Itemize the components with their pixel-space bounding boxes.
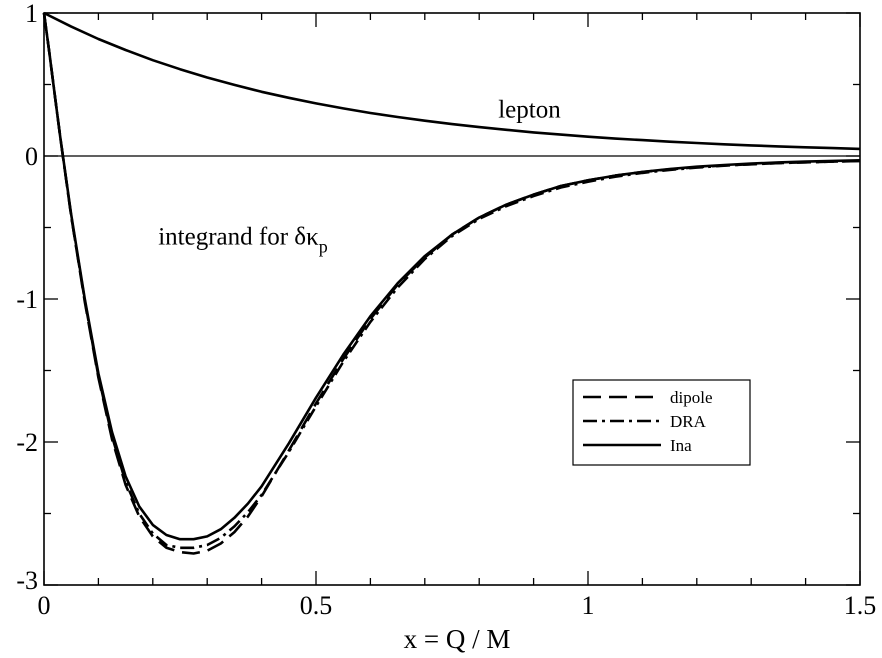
lepton-label: lepton	[498, 96, 561, 123]
legend-items: dipole DRA Ina	[583, 388, 713, 455]
series-line-lepton	[43, 11, 861, 151]
y-tick-label: -1	[16, 285, 38, 314]
y-tick-label: 0	[25, 142, 38, 171]
tick-labels: 0 0.5 1 1.5 1 0 -1 -2 -3	[16, 0, 876, 620]
y-tick-label: 1	[25, 0, 38, 28]
legend-label-ina: Ina	[670, 436, 692, 455]
series-lines	[42, 11, 861, 555]
x-axis-title: x = Q / M	[404, 624, 511, 654]
legend-label-dra: DRA	[670, 412, 707, 431]
integrand-subscript: p	[319, 237, 328, 257]
plot-area	[42, 11, 861, 555]
integrand-prefix: integrand for	[158, 224, 294, 251]
integrand-symbol: δκ	[294, 224, 319, 251]
series-line-ina	[42, 12, 861, 541]
integrand-label: integrand for δκp	[158, 224, 327, 257]
y-tick-label: -2	[16, 428, 38, 457]
legend: dipole DRA Ina	[572, 379, 751, 466]
x-tick-label: 0	[38, 591, 51, 620]
x-tick-label: 1.5	[844, 591, 877, 620]
series-line-dipole	[42, 12, 861, 555]
x-tick-label: 1	[582, 591, 595, 620]
legend-label-dipole: dipole	[670, 388, 713, 407]
y-tick-label: -3	[16, 566, 38, 595]
x-tick-label: 0.5	[300, 591, 333, 620]
axis-ticks	[43, 12, 861, 586]
legend-box	[572, 379, 751, 466]
